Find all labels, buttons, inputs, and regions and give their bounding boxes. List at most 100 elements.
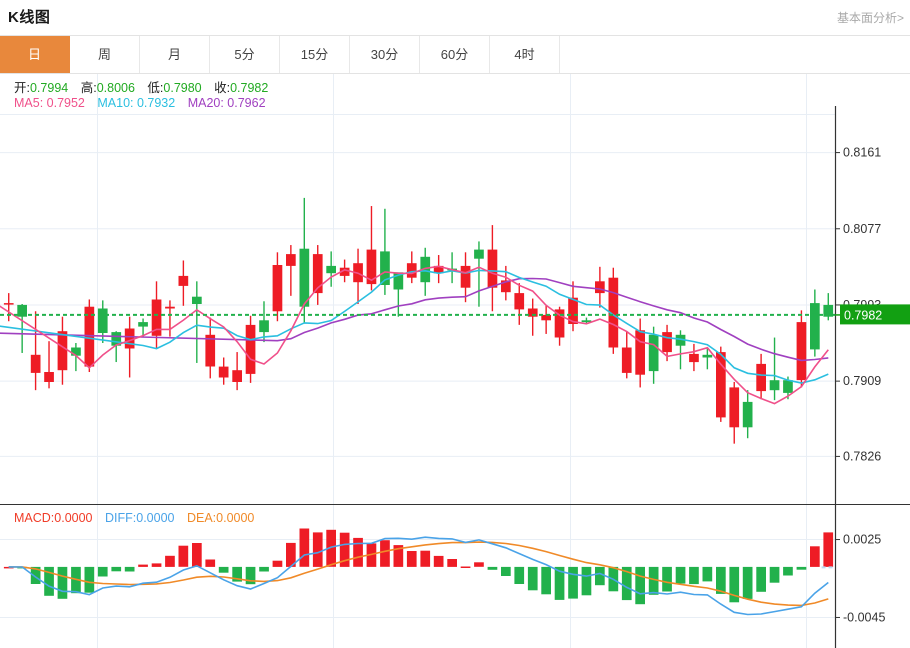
macd-bar [756,566,766,592]
candle [353,248,363,304]
candle [366,206,377,291]
macd-bar [689,566,699,585]
macd-bar [406,551,417,567]
timeframe-tabs: 日 周 月 5分 15分 30分 60分 4时 [0,36,910,74]
candle [769,337,780,401]
candle [810,289,820,357]
macd-panel[interactable]: 0.0025 -0.0045 MACD:0.0000 DIFF:0.0000 DE… [0,504,910,648]
tab-5min[interactable]: 5分 [210,36,280,73]
macd-bar [339,532,350,567]
macd-bar [165,555,175,567]
macd-bar [178,545,189,567]
ma5-line [0,265,829,405]
macd-bar [783,566,793,576]
macd-bar [447,559,457,567]
macd-bar [635,566,645,605]
macd-bar [151,563,162,567]
candle [138,318,148,338]
candle [581,317,592,324]
macd-bar [796,566,807,570]
candle [245,315,256,383]
current-price-badge [840,304,910,325]
macd-bar [353,537,363,567]
macd-bar [554,566,565,600]
macd-bar [716,566,726,594]
macd-bar [595,566,605,586]
macd-bar [312,532,323,567]
candle [178,260,189,306]
tab-15min[interactable]: 15分 [280,36,350,73]
tab-month[interactable]: 月 [140,36,210,73]
candle [299,197,310,324]
macd-bar [621,566,632,601]
tab-30min[interactable]: 30分 [350,36,420,73]
candle [124,316,135,378]
candle [3,293,14,322]
macd-svg: 0.0025 -0.0045 [0,505,885,648]
candle [742,390,753,439]
candle [729,381,740,444]
macd-bar [514,566,525,584]
macd-bar [286,542,296,567]
candle [393,272,404,317]
tab-4hour[interactable]: 4时 [490,36,560,73]
macd-bar [823,532,834,567]
macd-bar [487,566,498,570]
candle [487,225,498,312]
macd-bar [84,566,95,593]
dea-line [8,541,829,607]
macd-bar [299,528,310,567]
candle [689,343,699,372]
candle [57,316,68,385]
candle [702,347,713,370]
macd-bar [568,566,578,599]
price-tick-label: 0.7826 [843,449,881,463]
candle [339,259,350,283]
candle [635,318,645,388]
price-tick-label: 0.8161 [843,146,881,160]
candle [756,353,766,400]
candle [420,247,431,296]
candle [474,241,484,307]
candle [447,252,457,284]
fundamental-analysis-link[interactable]: 基本面分析> [836,11,904,25]
macd-bar [662,566,672,592]
macd-bar [742,566,753,599]
macd-bar [326,529,336,567]
candle [312,245,323,305]
candle [232,352,242,391]
candle [621,331,632,379]
macd-bar [259,566,269,572]
price-tick-label: 0.8077 [843,222,881,236]
macd-bar [44,566,54,596]
candle [406,251,417,284]
candle [30,311,41,391]
macd-bar [111,566,122,572]
macd-bar [501,566,511,576]
candle [648,326,659,384]
candle [218,357,229,385]
macd-bar [581,566,592,596]
ma20-line [0,277,829,362]
candle [460,252,471,303]
macd-bar [30,566,41,584]
tab-week[interactable]: 周 [70,36,140,73]
tab-day[interactable]: 日 [0,36,70,73]
candle [514,283,525,325]
candle [433,255,444,284]
ma10-line [0,269,829,384]
macd-bar [192,543,202,567]
tab-60min[interactable]: 60分 [420,36,490,73]
macd-bar [57,566,68,599]
macd-bar [97,566,108,577]
candle [286,245,296,296]
candle [608,267,619,354]
macd-bar [245,566,256,585]
candle [71,342,81,372]
page-title: K线图 [8,9,51,26]
macd-bar [702,566,713,582]
candle [823,293,834,321]
